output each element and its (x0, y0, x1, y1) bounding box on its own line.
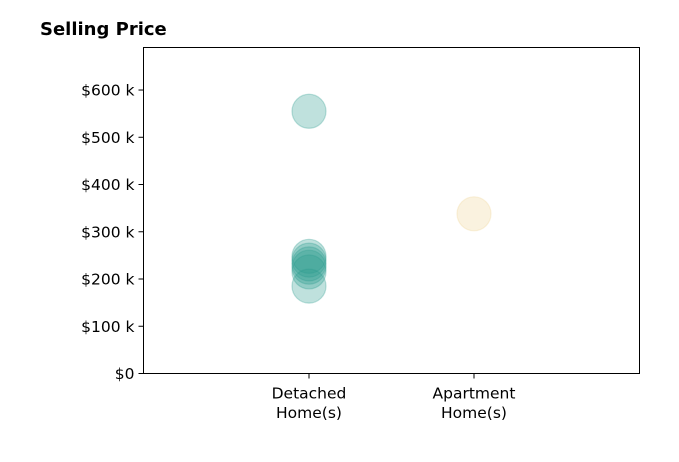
y-tick-label: $300 k (81, 223, 134, 241)
data-point (291, 242, 327, 278)
data-point (291, 238, 327, 274)
data-point (291, 254, 327, 290)
data-points (291, 93, 492, 304)
y-tick-label: $400 k (81, 176, 134, 194)
y-tick-label: $600 k (81, 82, 134, 100)
y-tick-label: $500 k (81, 129, 134, 147)
data-point (291, 268, 327, 304)
x-tick-label: Detached (272, 385, 347, 403)
data-point (291, 246, 327, 282)
x-tick-label: Home(s) (276, 404, 342, 422)
y-tick-label: $200 k (81, 271, 134, 289)
plot-area-frame (143, 47, 640, 374)
x-tick-label: Apartment (433, 385, 516, 403)
data-point (291, 93, 327, 129)
chart-title: Selling Price (40, 19, 167, 40)
y-axis: $0 $100 k $200 k $300 k $400 k $500 k $600 k (81, 82, 144, 383)
data-point (456, 196, 492, 232)
data-point (291, 249, 327, 285)
x-tick-label: Home(s) (441, 404, 507, 422)
y-tick-label: $100 k (81, 318, 134, 336)
y-tick-label: $0 (115, 365, 135, 383)
